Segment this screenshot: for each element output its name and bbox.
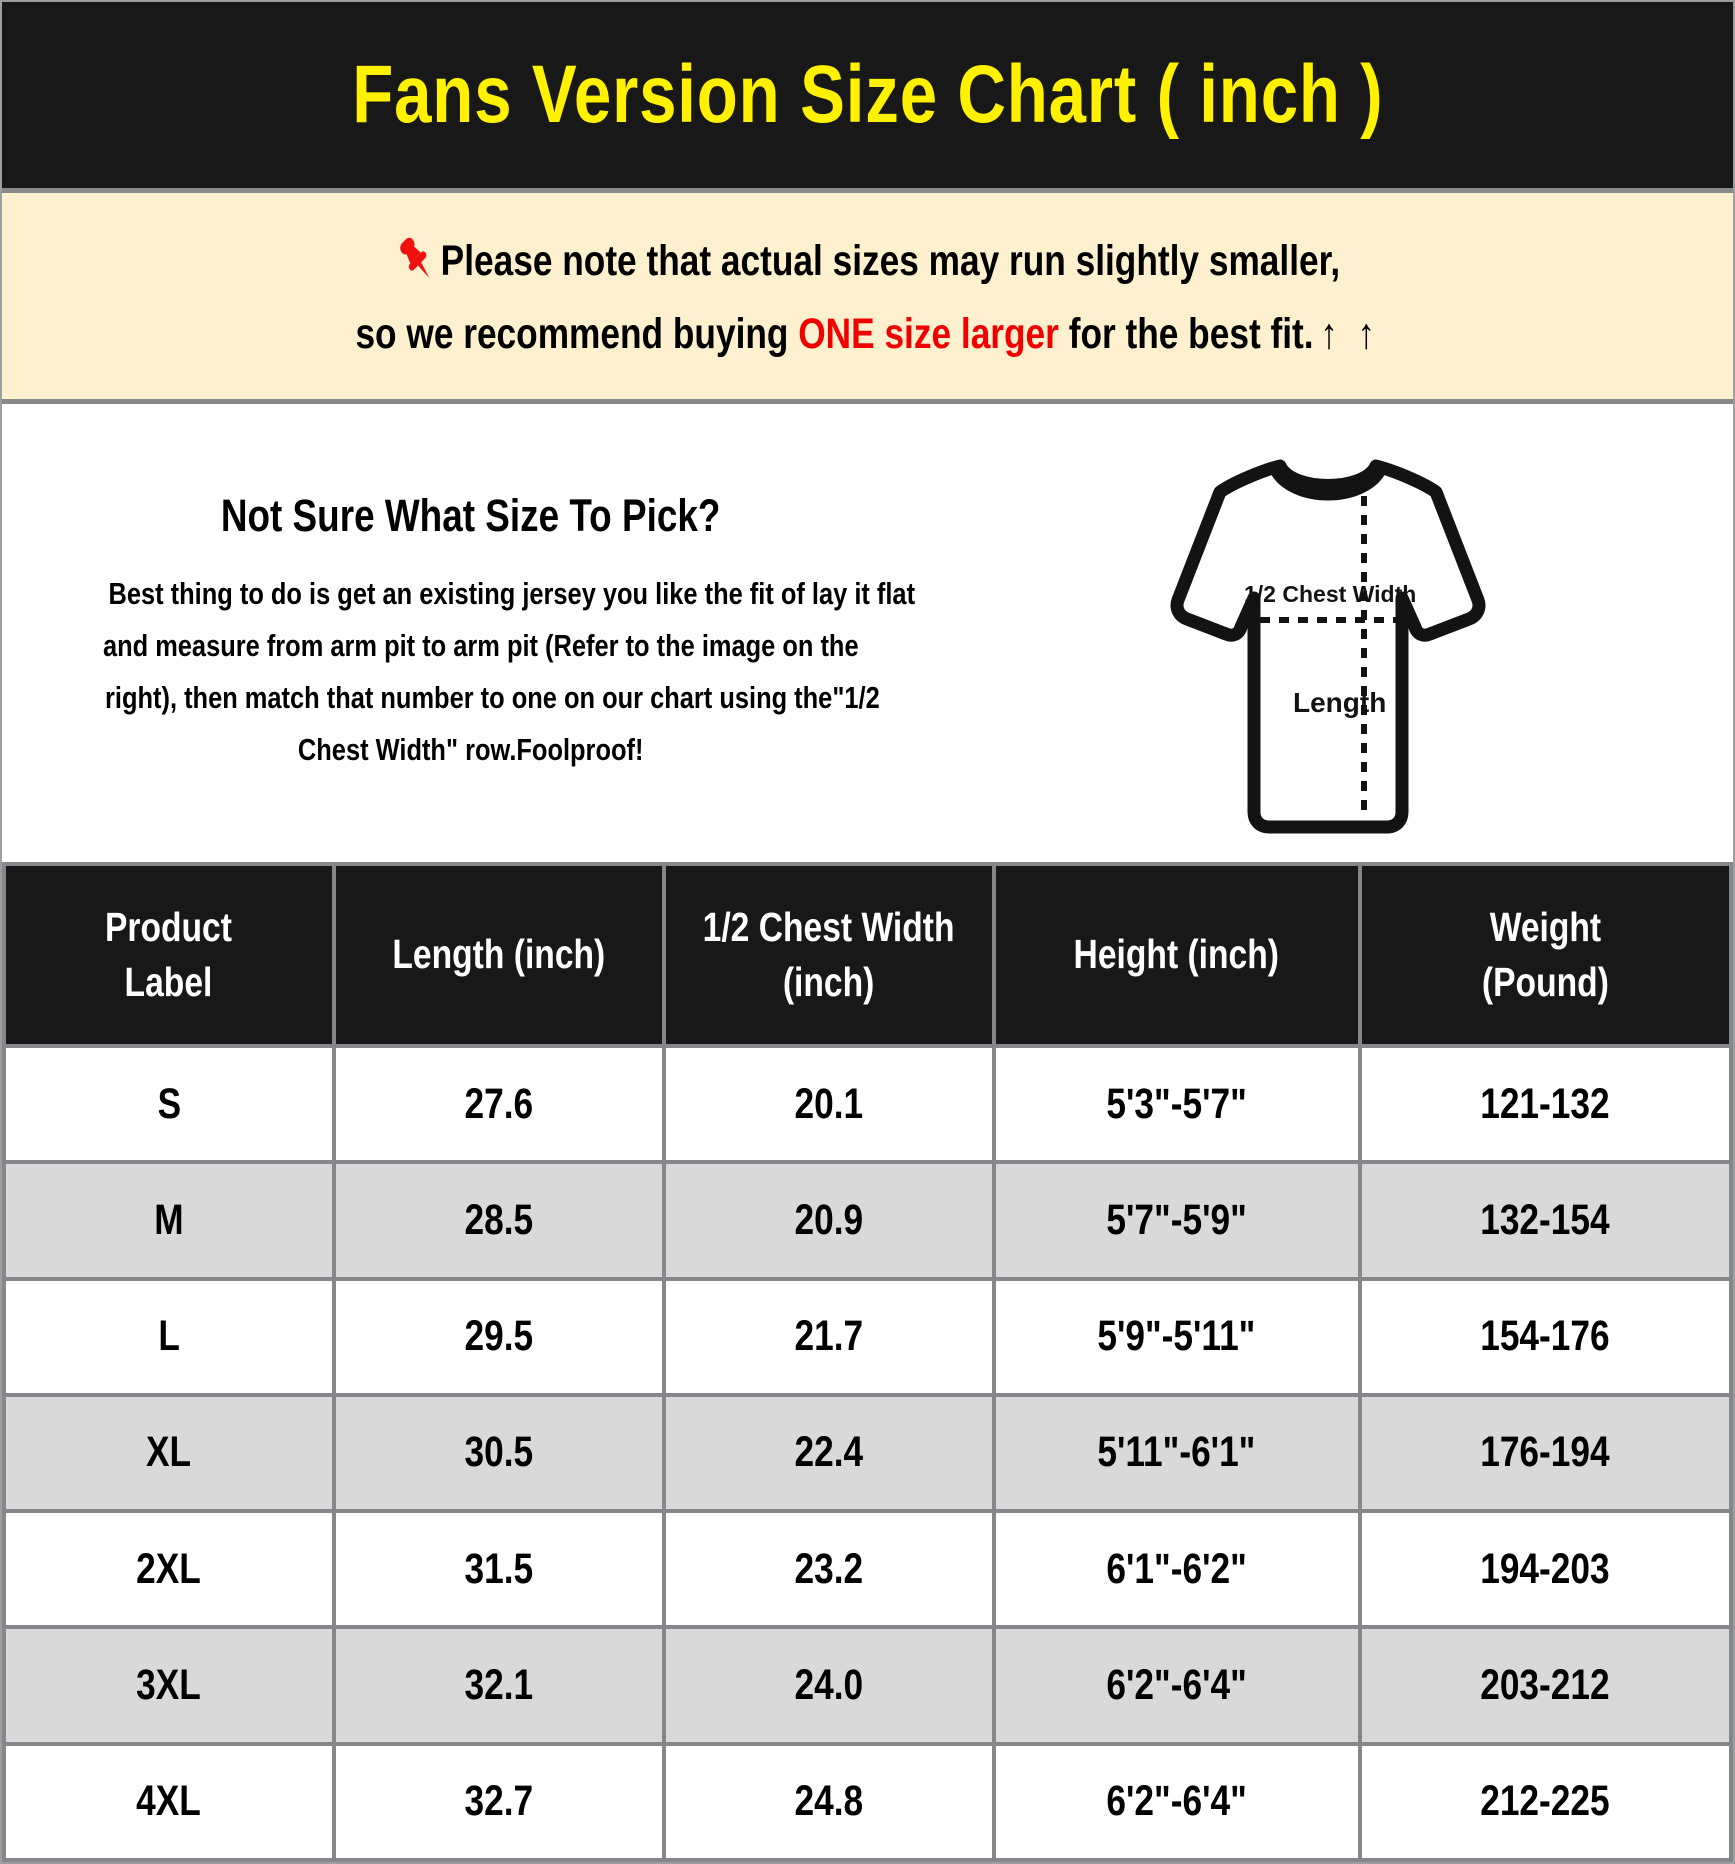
cell-label: S xyxy=(2,1043,336,1165)
pushpin-icon xyxy=(400,238,430,279)
cell-length: 29.5 xyxy=(331,1276,666,1397)
cell-length: 27.6 xyxy=(331,1043,666,1165)
cell-length: 32.1 xyxy=(331,1625,666,1746)
cell-weight: 212-225 xyxy=(1357,1741,1733,1862)
cell-length: 31.5 xyxy=(331,1509,666,1630)
header-row: Product Label Length (inch) 1/2 Chest Wi… xyxy=(2,862,1733,1048)
note-band: Please note that actual sizes may run sl… xyxy=(2,193,1733,399)
cell-height: 5'3"-5'7" xyxy=(991,1043,1362,1165)
up-arrows-icon: ↑ ↑ xyxy=(1319,310,1380,359)
guide-heading: Not Sure What Size To Pick? xyxy=(221,490,721,541)
cell-chest: 20.1 xyxy=(661,1043,996,1165)
separator xyxy=(2,399,1733,404)
cell-label: M xyxy=(2,1160,336,1281)
sizing-guide-text: Not Sure What Size To Pick? Best thing t… xyxy=(2,404,922,862)
cell-height: 5'11"-6'1" xyxy=(991,1392,1362,1514)
cell-chest: 24.0 xyxy=(661,1625,996,1746)
cell-label: 2XL xyxy=(2,1509,336,1630)
cell-weight: 194-203 xyxy=(1357,1509,1733,1630)
tshirt-measurement-diagram: 1/2 Chest Width Length xyxy=(1170,459,1485,834)
guide-body-line: Best thing to do is get an existing jers… xyxy=(108,576,916,611)
cell-chest: 24.8 xyxy=(661,1741,996,1862)
page-title: Fans Version Size Chart ( inch ) xyxy=(351,49,1384,140)
cell-weight: 176-194 xyxy=(1357,1392,1733,1514)
column-header-weight: Weight (Pound) xyxy=(1357,862,1733,1048)
cell-height: 5'7"-5'9" xyxy=(991,1160,1362,1281)
size-table: Product Label Length (inch) 1/2 Chest Wi… xyxy=(2,862,1733,1862)
guide-body-line: Chest Width" row.Foolproof! xyxy=(298,732,644,767)
table-row-3xl: 3XL 32.1 24.0 6'2"-6'4" 203-212 xyxy=(2,1625,1733,1746)
note-line-2: so we recommend buying ONE size larger f… xyxy=(243,311,1492,358)
cell-weight: 132-154 xyxy=(1357,1160,1733,1281)
cell-chest: 21.7 xyxy=(661,1276,996,1397)
column-header-chest-width: 1/2 Chest Width (inch) xyxy=(661,862,996,1048)
cell-length: 30.5 xyxy=(331,1392,666,1514)
cell-weight: 154-176 xyxy=(1357,1276,1733,1397)
guide-body-line: right), then match that number to one on… xyxy=(105,680,880,715)
size-table-wrap: Product Label Length (inch) 1/2 Chest Wi… xyxy=(2,862,1733,1862)
table-row-l: L 29.5 21.7 5'9"-5'11" 154-176 xyxy=(2,1276,1733,1397)
tshirt-collar xyxy=(1268,462,1387,501)
note-text-2-suffix: for the best fit. xyxy=(1058,310,1314,359)
table-row-4xl: 4XL 32.7 24.8 6'2"-6'4" 212-225 xyxy=(2,1741,1733,1862)
cell-label: L xyxy=(2,1276,336,1397)
column-header-length: Length (inch) xyxy=(331,862,666,1048)
table-row-xl: XL 30.5 22.4 5'11"-6'1" 176-194 xyxy=(2,1392,1733,1514)
table-row-2xl: 2XL 31.5 23.2 6'1"-6'2" 194-203 xyxy=(2,1509,1733,1630)
cell-weight: 203-212 xyxy=(1357,1625,1733,1746)
cell-height: 6'1"-6'2" xyxy=(991,1509,1362,1630)
length-label: Length xyxy=(1293,687,1386,718)
column-header-product-label: Product Label xyxy=(2,862,336,1048)
cell-chest: 22.4 xyxy=(661,1392,996,1514)
note-highlight: ONE size larger xyxy=(798,310,1059,359)
note-line-1: Please note that actual sizes may run sl… xyxy=(291,233,1444,287)
chest-width-label: 1/2 Chest Width xyxy=(1244,581,1416,607)
cell-length: 28.5 xyxy=(331,1160,666,1281)
cell-chest: 23.2 xyxy=(661,1509,996,1630)
table-row-m: M 28.5 20.9 5'7"-5'9" 132-154 xyxy=(2,1160,1733,1281)
cell-label: XL xyxy=(2,1392,336,1514)
cell-length: 32.7 xyxy=(331,1741,666,1862)
cell-height: 5'9"-5'11" xyxy=(991,1276,1362,1397)
column-header-height: Height (inch) xyxy=(991,862,1362,1048)
table-row-s: S 27.6 20.1 5'3"-5'7" 121-132 xyxy=(2,1043,1733,1165)
cell-height: 6'2"-6'4" xyxy=(991,1741,1362,1862)
note-text-1: Please note that actual sizes may run sl… xyxy=(440,237,1341,286)
cell-label: 3XL xyxy=(2,1625,336,1746)
cell-weight: 121-132 xyxy=(1357,1043,1733,1165)
tshirt-outline xyxy=(1170,459,1485,834)
cell-height: 6'2"-6'4" xyxy=(991,1625,1362,1746)
cell-label: 4XL xyxy=(2,1741,336,1862)
note-text-2-prefix: so we recommend buying xyxy=(355,310,799,359)
cell-chest: 20.9 xyxy=(661,1160,996,1281)
tshirt-diagram-area: 1/2 Chest Width Length xyxy=(922,404,1733,862)
sizing-guide-section: Not Sure What Size To Pick? Best thing t… xyxy=(2,404,1733,862)
title-band: Fans Version Size Chart ( inch ) xyxy=(2,2,1733,188)
guide-body-line: and measure from arm pit to arm pit (Ref… xyxy=(102,628,859,663)
separator xyxy=(2,188,1733,193)
